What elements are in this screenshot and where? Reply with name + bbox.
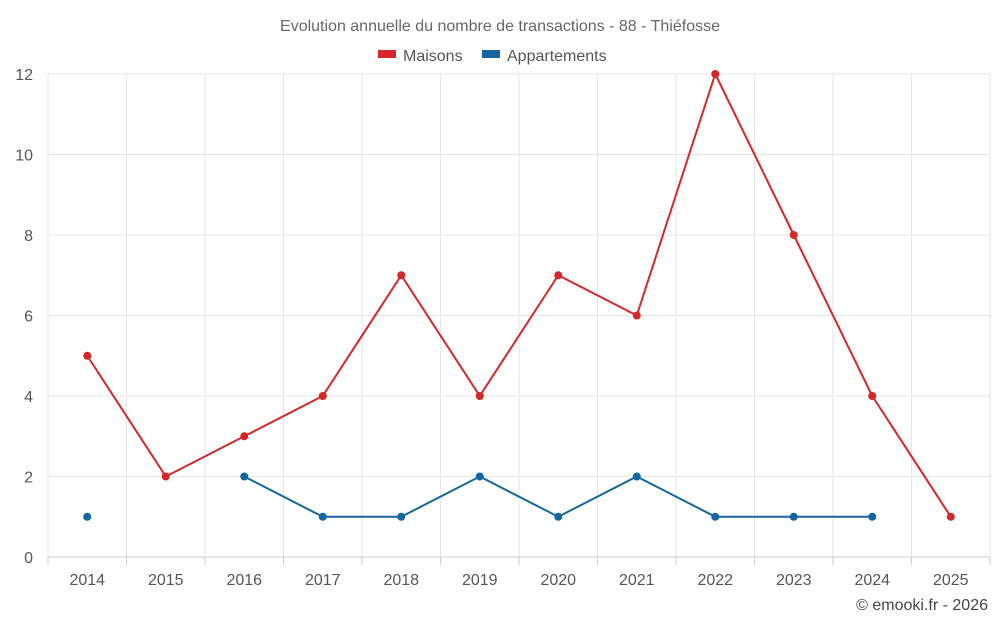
x-tick-label: 2023	[776, 572, 812, 589]
data-point-appartements-2022[interactable]	[711, 512, 720, 521]
legend-label-maisons: Maisons	[403, 48, 463, 65]
data-point-maisons-2018[interactable]	[397, 271, 406, 280]
x-tick-label: 2020	[540, 572, 576, 589]
series-appartements	[83, 472, 877, 521]
data-point-maisons-2014[interactable]	[83, 351, 92, 360]
x-tick-label: 2016	[226, 572, 262, 589]
x-tick-label: 2021	[619, 572, 655, 589]
data-point-maisons-2021[interactable]	[632, 311, 641, 320]
data-point-maisons-2023[interactable]	[789, 231, 798, 239]
x-tick-label: 2022	[697, 572, 733, 589]
credit-text: © emooki.fr - 2026	[856, 597, 988, 614]
series-line-maisons	[86, 73, 952, 518]
data-point-appartements-2020[interactable]	[554, 512, 563, 521]
data-point-maisons-2024[interactable]	[868, 392, 877, 400]
x-tick-label: 2014	[69, 572, 105, 589]
legend: Maisons Appartements	[378, 48, 607, 65]
data-point-appartements-2017[interactable]	[318, 512, 327, 521]
data-point-maisons-2016[interactable]	[240, 432, 249, 441]
data-point-maisons-2025[interactable]	[946, 512, 955, 521]
data-point-appartements-2018[interactable]	[397, 512, 406, 521]
data-point-maisons-2022[interactable]	[711, 70, 720, 78]
y-axis: 0 2 4 6 8 10 12	[15, 67, 33, 567]
x-tick-label: 2018	[383, 572, 419, 589]
series-line-appartements	[243, 475, 873, 518]
x-axis: 2014 2015 2016 2017 2018 2019 2020 2021 2022 2023…	[47, 556, 991, 589]
data-point-appartements-2016[interactable]	[240, 472, 249, 481]
x-tick-label: 2024	[854, 572, 890, 589]
data-point-maisons-2020[interactable]	[554, 271, 563, 280]
data-point-appartements-2014[interactable]	[83, 512, 92, 521]
data-point-appartements-2019[interactable]	[475, 472, 484, 481]
x-tick-label: 2019	[462, 572, 498, 589]
x-tick-label: 2025	[933, 572, 969, 589]
data-point-maisons-2017[interactable]	[318, 392, 327, 400]
legend-label-appartements: Appartements	[507, 48, 607, 65]
legend-swatch-appartements	[482, 50, 500, 58]
chart-title: Evolution annuelle du nombre de transact…	[280, 18, 720, 35]
data-point-appartements-2024[interactable]	[868, 512, 877, 521]
y-tick-label: 10	[15, 148, 33, 165]
series-layer	[83, 70, 955, 521]
grid-layer	[47, 73, 991, 558]
x-tick-label: 2015	[148, 572, 184, 589]
data-point-maisons-2019[interactable]	[475, 392, 484, 400]
x-tick-label: 2017	[305, 572, 341, 589]
legend-item-maisons[interactable]: Maisons	[378, 48, 463, 65]
series-maisons	[83, 70, 955, 521]
y-tick-label: 0	[24, 550, 33, 567]
y-tick-label: 2	[24, 470, 33, 487]
data-point-maisons-2015[interactable]	[161, 472, 170, 481]
data-point-appartements-2023[interactable]	[789, 512, 798, 521]
y-tick-label: 8	[24, 228, 33, 245]
data-point-appartements-2021[interactable]	[632, 472, 641, 481]
y-tick-label: 4	[24, 389, 33, 406]
y-tick-label: 12	[15, 67, 33, 84]
legend-swatch-maisons	[378, 50, 396, 58]
legend-item-appartements[interactable]: Appartements	[482, 48, 607, 65]
y-tick-label: 6	[24, 309, 33, 326]
